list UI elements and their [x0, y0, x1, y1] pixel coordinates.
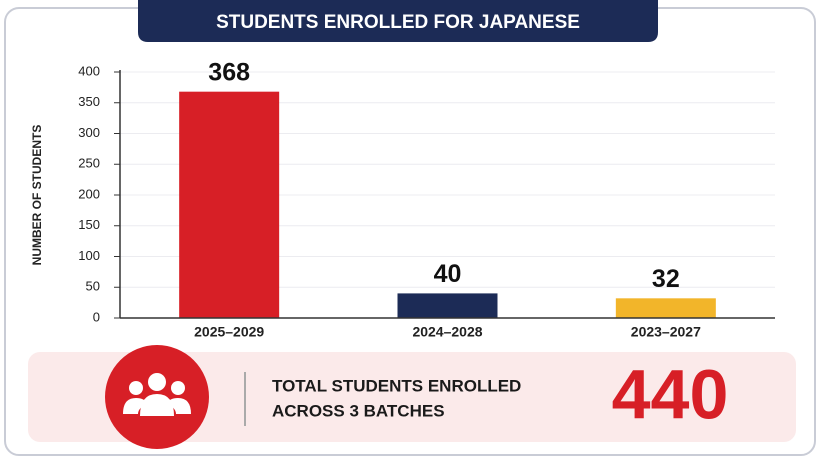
- y-axis-label: NUMBER OF STUDENTS: [30, 125, 44, 266]
- data-label: 40: [434, 260, 462, 288]
- y-tick-label: 300: [78, 125, 100, 140]
- data-label: 368: [208, 58, 250, 86]
- x-tick-label: 2023–2027: [631, 324, 701, 340]
- y-tick-label: 200: [78, 186, 100, 201]
- title-banner: [138, 0, 658, 42]
- plot: 0 50 100 150 200 250 300 350 400 2025–2029 368 2024…: [78, 58, 775, 340]
- y-tick-label: 250: [78, 156, 100, 171]
- chart-title: STUDENTS ENROLLED FOR JAPANESE: [216, 12, 580, 33]
- y-tick-label: 350: [78, 94, 100, 109]
- people-icon: [123, 373, 191, 416]
- y-tick-label: 100: [78, 248, 100, 263]
- data-label: 32: [652, 265, 680, 293]
- summary-label: ACROSS 3 BATCHES: [272, 401, 445, 420]
- x-tick-label: 2025–2029: [194, 324, 264, 340]
- summary-panel: [28, 352, 796, 442]
- bar: [615, 298, 716, 318]
- y-tick-label: 50: [86, 279, 100, 294]
- x-tick-label: 2024–2028: [412, 324, 482, 340]
- bar: [179, 91, 280, 319]
- bar: [397, 293, 498, 318]
- y-tick-label: 150: [78, 217, 100, 232]
- y-tick-label: 0: [93, 309, 100, 324]
- y-tick-label: 400: [78, 63, 100, 78]
- summary-label: TOTAL STUDENTS ENROLLED: [272, 376, 521, 395]
- summary-total: 440: [612, 355, 729, 433]
